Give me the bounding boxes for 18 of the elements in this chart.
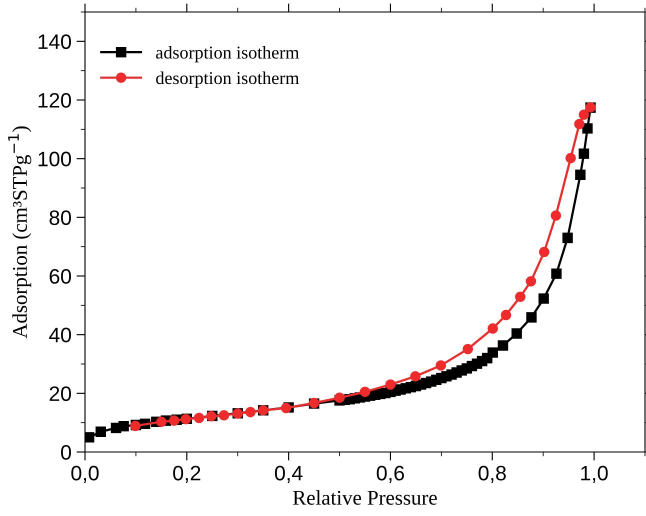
y-tick-label: 80 (50, 210, 71, 226)
y-tick-label: 0 (61, 445, 71, 460)
y-tick-label: 100 (38, 152, 71, 166)
y-tick-label: 140 (38, 34, 71, 50)
y-tick-label: 20 (50, 386, 71, 402)
x-tick-label: 0,0 (71, 466, 99, 483)
x-tick-label: 0,6 (376, 466, 404, 483)
y-tick-label: 60 (50, 269, 71, 284)
x-tick-label: 0,8 (478, 466, 506, 483)
x-tick-label: 0,2 (173, 466, 200, 483)
y-tick-label: 120 (38, 93, 71, 108)
legend-label: adsorption isotherm (156, 46, 300, 62)
y-tick-label: 40 (49, 328, 71, 342)
x-axis-title: Relative Pressure (292, 490, 437, 505)
y-axis-title: Adsorption (cm³STPg$^{−1}$) (8, 126, 32, 338)
x-tick-label: 0,4 (274, 466, 303, 483)
x-tick-label: 1,0 (581, 466, 608, 483)
legend-label: desorption isotherm (156, 71, 300, 88)
